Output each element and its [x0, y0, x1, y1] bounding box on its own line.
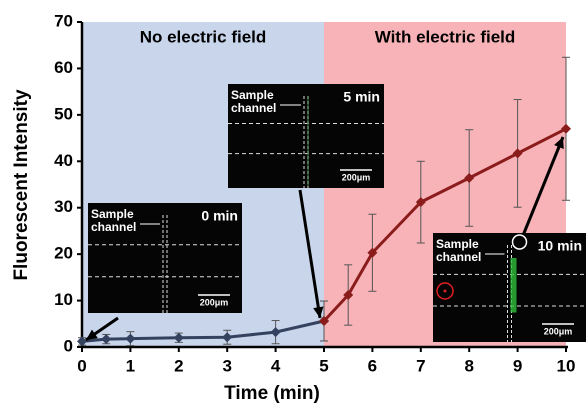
- y-tick-label: 30: [54, 197, 73, 216]
- x-tick-label: 0: [77, 356, 86, 375]
- x-tick-label: 5: [319, 356, 328, 375]
- x-tick-label: 3: [222, 356, 231, 375]
- x-tick-label: 7: [416, 356, 425, 375]
- x-tick-label: 6: [368, 356, 377, 375]
- x-tick-label: 8: [464, 356, 473, 375]
- time-label: 10 min: [538, 238, 582, 254]
- y-tick-label: 20: [54, 244, 73, 263]
- scale-label: 200μm: [342, 172, 371, 182]
- scale-label: 200μm: [200, 297, 229, 307]
- y-axis-label: Fluorescent Intensity: [11, 89, 32, 281]
- y-tick-label: 60: [54, 58, 73, 77]
- channel-label: channel: [91, 220, 136, 234]
- channel-label: Sample: [91, 207, 134, 221]
- x-tick-label: 10: [557, 356, 576, 375]
- channel-label: channel: [436, 250, 481, 264]
- x-tick-label: 9: [513, 356, 522, 375]
- x-tick-label: 2: [174, 356, 183, 375]
- time-label: 5 min: [343, 89, 380, 105]
- x-tick-label: 1: [126, 356, 135, 375]
- y-tick-label: 50: [54, 104, 73, 123]
- marker-dot: [444, 290, 447, 293]
- fluorescence: [307, 96, 309, 186]
- scale-label: 200μm: [544, 326, 573, 336]
- y-tick-label: 10: [54, 290, 73, 309]
- x-axis-label: Time (min): [224, 383, 320, 403]
- chart: Time (min) Fluorescent Intensity No elec…: [0, 0, 586, 403]
- channel-label: channel: [231, 101, 276, 115]
- y-tick-label: 40: [54, 151, 73, 170]
- region-label: No electric field: [140, 27, 267, 46]
- channel-label: Sample: [231, 88, 274, 102]
- y-tick-label: 70: [54, 11, 73, 30]
- region-label: With electric field: [375, 27, 516, 46]
- fluorescence: [511, 258, 517, 313]
- x-tick-label: 4: [271, 356, 281, 375]
- channel-label: Sample: [436, 237, 479, 251]
- time-label: 0 min: [201, 208, 238, 224]
- y-tick-label: 0: [64, 336, 73, 355]
